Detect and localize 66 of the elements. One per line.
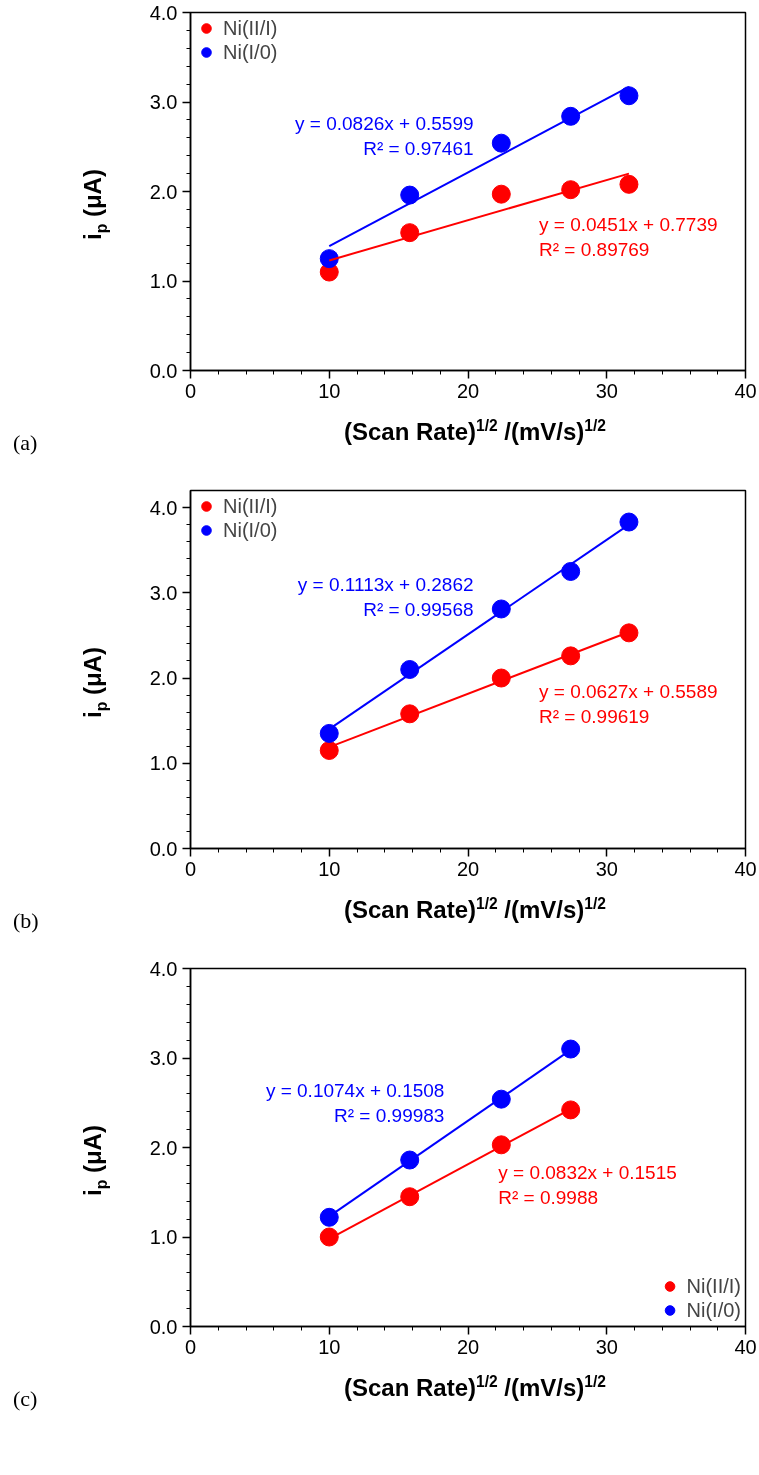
x-tick-label: 10 bbox=[318, 379, 341, 402]
point bbox=[319, 740, 339, 760]
point bbox=[491, 133, 511, 153]
y-tick-label: 3.0 bbox=[149, 91, 178, 113]
text: (b) bbox=[12, 907, 39, 935]
y-tick-label: 0.0 bbox=[149, 1315, 178, 1338]
x-tick-label: 0 bbox=[184, 857, 197, 880]
text: (a) bbox=[12, 429, 38, 457]
y-tick-label: 4.0 bbox=[149, 1, 178, 24]
series-label: y = 0.0826x + 0.5599 R² = 0.97461 bbox=[295, 113, 474, 160]
x-tick-label: 20 bbox=[456, 1335, 480, 1358]
point bbox=[400, 660, 420, 679]
y-tick-label: 2.0 bbox=[149, 667, 178, 690]
x-axis-title: (Scan Rate)$^{1/2}$ /(mV/s)$^{1/2}$ bbox=[342, 1372, 608, 1403]
x-tick-label: 40 bbox=[734, 1335, 757, 1358]
point bbox=[619, 512, 639, 532]
point bbox=[319, 1227, 339, 1247]
x-tick-label: 30 bbox=[595, 379, 618, 402]
legend-label: Ni(II/I) bbox=[223, 494, 278, 518]
point bbox=[400, 1187, 420, 1207]
legend-label: Ni(I/0) bbox=[223, 40, 278, 64]
x-tick-label: 40 bbox=[734, 857, 757, 880]
point bbox=[319, 723, 339, 743]
point bbox=[619, 86, 639, 106]
legend-label: Ni(II/I) bbox=[223, 16, 278, 40]
x-tick-label: 10 bbox=[318, 857, 341, 880]
y-tick-label: 1.0 bbox=[149, 270, 178, 292]
point bbox=[561, 561, 581, 581]
point bbox=[561, 1039, 581, 1059]
point bbox=[561, 1100, 581, 1120]
series-label: y = 0.0627x + 0.5589 R² = 0.99619 bbox=[539, 680, 718, 728]
y-tick-label: 2.0 bbox=[149, 180, 178, 203]
x-tick-label: 0 bbox=[184, 1335, 197, 1358]
y-tick-label: 2.0 bbox=[149, 1136, 178, 1159]
x-axis-title: (Scan Rate)$^{1/2}$ /(mV/s)$^{1/2}$ bbox=[342, 416, 608, 447]
text: (c) bbox=[12, 1385, 38, 1413]
x-axis-title: (Scan Rate)$^{1/2}$ /(mV/s)$^{1/2}$ bbox=[342, 894, 608, 925]
point bbox=[319, 1207, 339, 1227]
x-tick-label: 0 bbox=[184, 379, 197, 402]
y-tick-label: 4.0 bbox=[149, 957, 178, 980]
point bbox=[319, 249, 339, 269]
point bbox=[491, 184, 511, 204]
legend-label: Ni(I/0) bbox=[686, 1298, 741, 1322]
point bbox=[400, 223, 420, 243]
y-tick-label: 0.0 bbox=[149, 837, 178, 860]
y-tick-label: 3.0 bbox=[149, 581, 178, 604]
point bbox=[400, 185, 420, 205]
y-tick-label: 3.0 bbox=[149, 1047, 178, 1069]
legend-label: Ni(II/I) bbox=[686, 1274, 741, 1298]
point bbox=[619, 174, 639, 194]
y-tick-label: 0.0 bbox=[149, 359, 178, 382]
x-tick-label: 30 bbox=[595, 857, 618, 880]
y-tick-label: 1.0 bbox=[149, 752, 178, 775]
series-label: y = 0.0451x + 0.7739 R² = 0.89769 bbox=[539, 213, 718, 261]
x-tick-label: 30 bbox=[595, 1335, 618, 1358]
y-tick-label: 4.0 bbox=[149, 496, 178, 519]
series-label: y = 0.0832x + 0.1515 R² = 0.9988 bbox=[498, 1162, 677, 1209]
x-tick-label: 40 bbox=[734, 379, 757, 402]
y-tick-label: 1.0 bbox=[149, 1226, 178, 1248]
series-label: y = 0.1113x + 0.2862 R² = 0.99568 bbox=[297, 573, 474, 620]
series-label: y = 0.1074x + 0.1508 R² = 0.99983 bbox=[265, 1079, 445, 1127]
legend-label: Ni(I/0) bbox=[223, 518, 278, 542]
point bbox=[619, 623, 639, 643]
x-tick-label: 20 bbox=[456, 857, 480, 880]
x-tick-label: 20 bbox=[456, 379, 480, 402]
x-tick-label: 10 bbox=[318, 1335, 341, 1358]
